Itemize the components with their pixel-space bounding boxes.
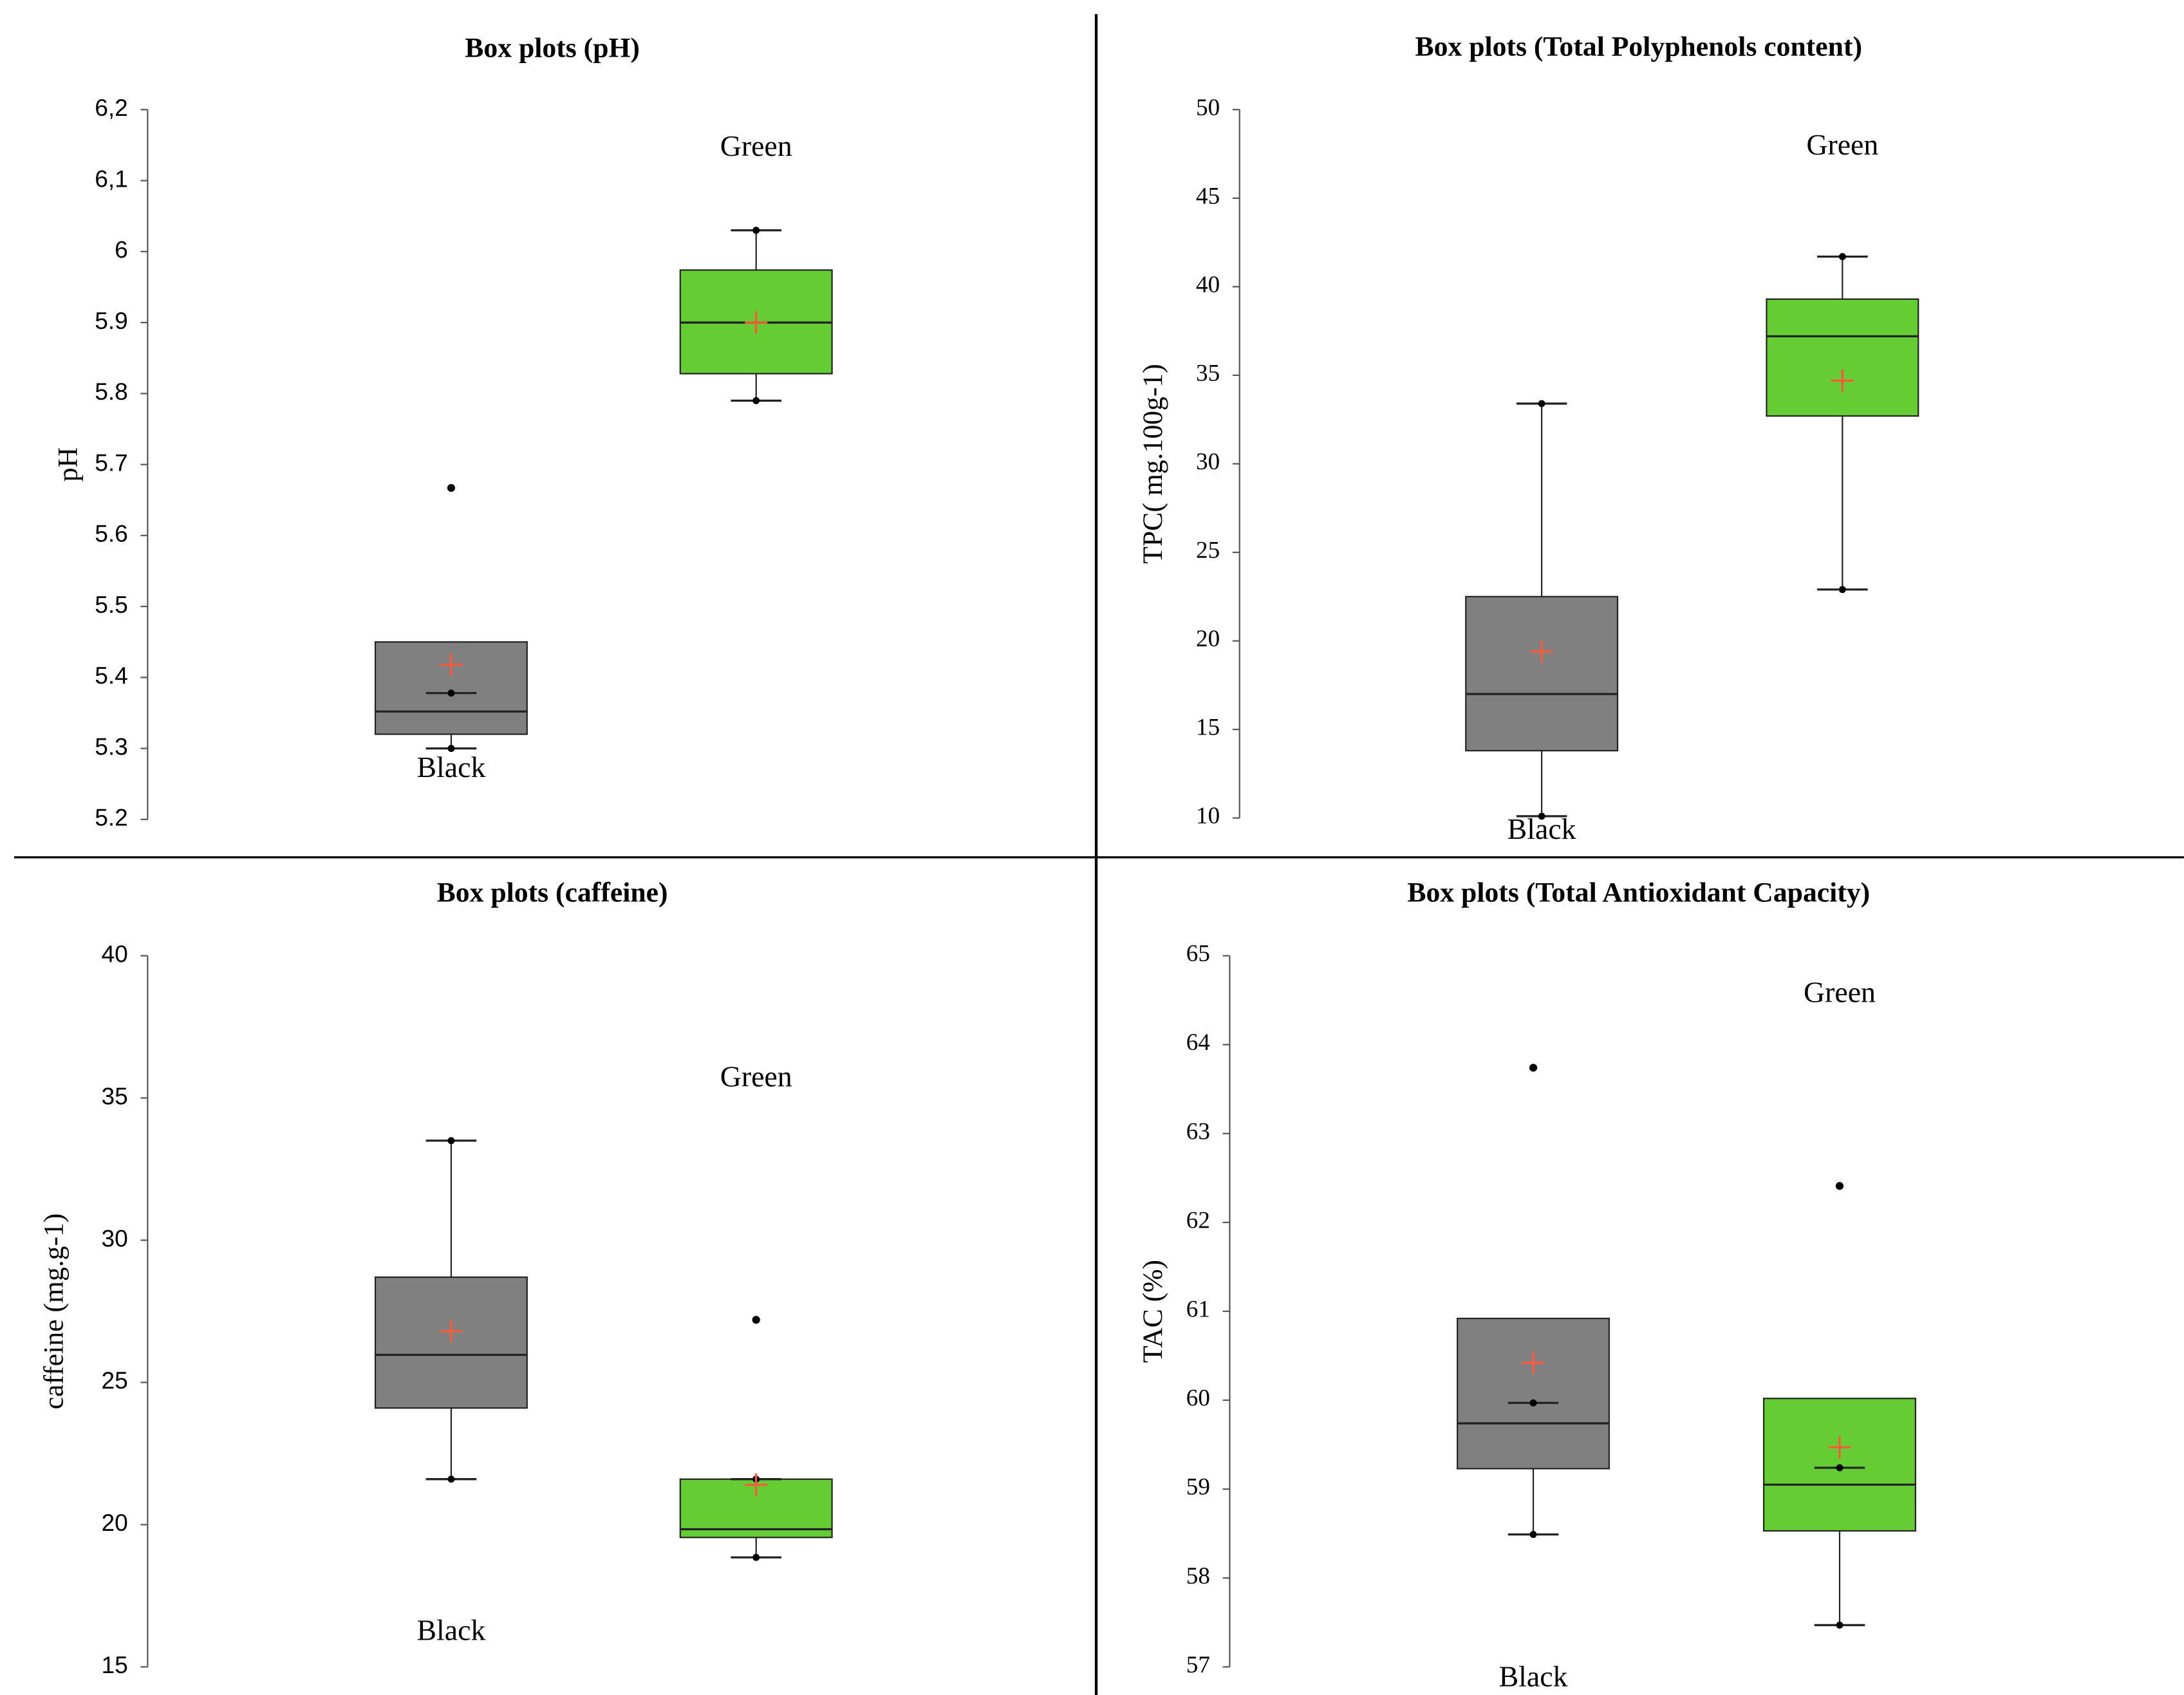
y-tick-label: 40 [102,940,128,967]
min-point [1836,1621,1843,1629]
y-tick-label: 5.6 [95,520,128,547]
chart-title: Box plots (Total Antioxidant Capacity) [1407,877,1870,908]
mean-marker [745,311,768,334]
y-tick-label: 6 [115,236,128,263]
y-tick-label: 30 [1196,449,1220,475]
max-point [447,689,455,697]
y-tick-label: 25 [102,1367,128,1394]
y-axis-label: pH [52,447,83,482]
max-point [1529,1399,1537,1407]
y-tick-label: 40 [1196,272,1220,298]
y-tick-label: 5.4 [95,662,128,689]
min-point [447,745,455,753]
category-label: Black [416,1613,485,1646]
box [1457,1317,1610,1470]
category-label: Green [1806,128,1878,161]
y-tick-label: 5.7 [95,449,128,476]
y-axis-label: caffeine (mg.g-1) [38,1213,69,1410]
y-tick-label: 20 [102,1509,128,1536]
y-axis-label: TAC (%) [1137,1260,1168,1363]
mean-marker [1522,1351,1545,1374]
y-tick-label: 15 [102,1651,128,1678]
mean-marker [1828,1436,1851,1459]
category-label: Black [1499,1660,1568,1693]
outlier [1835,1182,1844,1190]
y-tick-label: 30 [102,1224,128,1251]
min-point [1529,1531,1537,1539]
y-tick-label: 15 [1196,715,1220,741]
box [1465,595,1619,752]
y-tick-label: 45 [1196,183,1220,209]
y-tick-label: 5.9 [95,307,128,334]
min-point [1538,812,1545,820]
y-tick-label: 35 [102,1082,128,1109]
mean-marker [1530,640,1553,663]
category-label: Green [720,1060,792,1092]
min-point [447,1475,455,1483]
outlier [447,483,456,492]
y-tick-label: 6,2 [95,94,128,121]
min-point [752,397,760,404]
y-tick-label: 59 [1186,1474,1210,1501]
outlier [752,1316,760,1324]
y-tick-label: 25 [1196,538,1220,564]
max-point [752,227,760,234]
y-tick-label: 57 [1186,1652,1210,1678]
max-point [1838,253,1846,261]
box [1766,298,1919,417]
chart-title: Box plots (Total Polyphenols content) [1415,31,1863,62]
y-tick-label: 6,1 [95,165,128,192]
category-label: Green [1804,975,1876,1008]
mean-marker [745,1474,768,1496]
category-label: Black [1507,812,1576,845]
min-point [1838,586,1846,594]
y-tick-label: 5.5 [95,591,128,618]
y-tick-label: 10 [1196,803,1220,829]
y-axis-label: TPC( mg.100g-1) [1137,364,1168,563]
min-point [752,1553,760,1561]
category-label: Green [720,129,792,162]
y-tick-label: 35 [1196,360,1220,386]
y-tick-label: 65 [1186,941,1210,967]
y-tick-label: 20 [1196,626,1220,652]
y-tick-label: 61 [1186,1296,1210,1322]
y-tick-label: 60 [1186,1385,1210,1412]
outlier [1529,1063,1538,1072]
max-point [1538,400,1545,407]
chart-title: Box plots (caffeine) [437,877,668,908]
y-tick-label: 64 [1186,1029,1210,1056]
max-point [447,1137,455,1145]
y-tick-label: 63 [1186,1118,1210,1145]
box [374,1276,528,1409]
chart-title: Box plots (pH) [465,33,640,64]
mean-marker [440,1320,463,1343]
y-tick-label: 5.3 [95,733,128,760]
y-tick-label: 58 [1186,1563,1210,1589]
y-tick-label: 5.2 [95,804,128,831]
y-tick-label: 50 [1196,95,1220,121]
category-label: Black [416,751,485,783]
y-tick-label: 5.8 [95,378,128,405]
max-point [1836,1464,1843,1472]
y-tick-label: 62 [1186,1207,1210,1233]
mean-marker [440,653,463,676]
mean-marker [1831,369,1854,392]
box [374,641,528,735]
